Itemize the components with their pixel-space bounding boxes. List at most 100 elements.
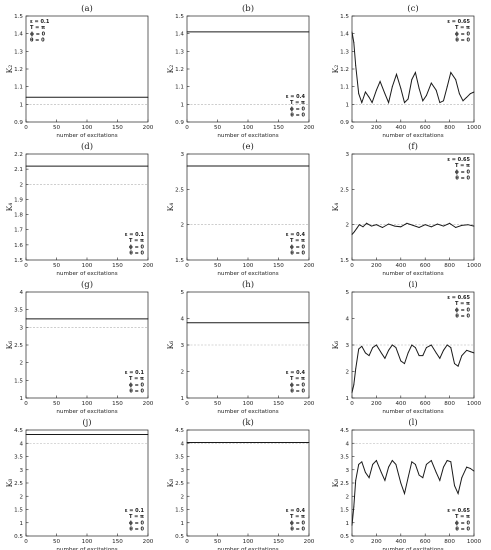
x-tick-label: 0 [350, 263, 354, 269]
y-tick-label: 1 [19, 521, 23, 527]
data-point [422, 477, 424, 479]
y-axis-label: K₆ [166, 341, 175, 350]
data-point [461, 477, 463, 479]
data-point [147, 318, 149, 320]
legend-entry: T = π [290, 238, 305, 244]
data-point [411, 79, 413, 81]
chart-panel-f: (f) 1.5 2 2.5 3 0 200 400 600 800 1000 number of ex… [331, 141, 482, 277]
y-tick-label: 1.2 [175, 67, 184, 73]
data-point [355, 368, 357, 370]
data-point [353, 384, 355, 386]
data-point [473, 470, 475, 472]
legend-entry: T = π [30, 25, 45, 31]
x-tick-label: 100 [82, 263, 93, 269]
data-point [425, 464, 427, 465]
data-point [391, 86, 393, 88]
data-point [454, 363, 455, 364]
legend-entry: T = π [455, 25, 470, 31]
x-tick-label: 400 [395, 539, 406, 545]
x-tick-label: 200 [304, 125, 315, 131]
data-point [425, 347, 427, 349]
data-series-line [351, 459, 475, 526]
x-axis-label: number of excitations [382, 133, 443, 139]
y-tick-label: 5 [345, 290, 349, 296]
data-point [407, 352, 409, 354]
legend-entry: T = π [129, 514, 144, 520]
x-axis-label: number of excitations [382, 271, 443, 277]
y-tick-label: 2 [345, 370, 349, 376]
data-point [186, 165, 188, 167]
data-point [457, 493, 459, 495]
data-point [395, 464, 397, 465]
data-point [443, 349, 444, 351]
data-point [391, 460, 393, 461]
legend-entry: ϕ = 0 [455, 31, 471, 37]
y-tick-label: 1.4 [340, 32, 349, 38]
x-tick-label: 100 [243, 125, 254, 131]
legend-entry: ϕ = 0 [455, 169, 471, 175]
legend-entry: θ = 0 [129, 389, 144, 395]
y-tick-label: 1.5 [14, 14, 23, 20]
x-tick-label: 0 [350, 125, 354, 131]
data-point [361, 345, 363, 347]
x-tick-label: 100 [82, 125, 93, 131]
y-tick-label: 4.5 [175, 428, 184, 434]
data-point [358, 464, 360, 465]
legend-entry: T = π [455, 163, 470, 169]
data-point [391, 344, 393, 346]
plot-frame [25, 429, 149, 537]
y-axis-label: K₄ [331, 203, 340, 212]
legend-entry: ε = 0.65 [447, 19, 470, 25]
y-tick-label: 1 [180, 396, 184, 402]
y-tick-label: 1 [19, 102, 23, 108]
legend-entry: ϕ = 0 [30, 31, 46, 37]
x-tick-label: 1000 [467, 125, 482, 131]
data-point [362, 226, 364, 228]
data-point [436, 223, 438, 225]
data-point [407, 477, 409, 479]
data-point [411, 461, 413, 463]
data-point [466, 349, 468, 351]
legend-entry: ϕ = 0 [290, 382, 306, 388]
y-tick-label: 2 [180, 370, 184, 376]
data-point [356, 227, 358, 229]
x-tick-label: 50 [53, 401, 61, 407]
data-point [430, 226, 432, 228]
legend-entry: θ = 0 [129, 251, 144, 257]
data-point [443, 100, 444, 102]
legend-entry: θ = 0 [290, 527, 305, 533]
y-tick-label: 1.5 [175, 508, 184, 514]
data-point [395, 347, 397, 349]
legend-entry: ϕ = 0 [290, 244, 306, 250]
data-point [414, 72, 416, 73]
legend-entry: ε = 0.65 [447, 508, 470, 514]
data-point [425, 95, 427, 96]
y-axis-label: K₄ [5, 203, 14, 212]
data-point [353, 42, 355, 43]
x-tick-label: 0 [350, 401, 354, 407]
x-tick-label: 600 [420, 125, 431, 131]
data-point [396, 73, 397, 75]
data-point [375, 89, 377, 91]
x-tick-label: 150 [112, 263, 123, 269]
data-point [372, 347, 374, 349]
data-point [382, 227, 383, 228]
legend-entry: θ = 0 [455, 176, 470, 182]
x-tick-label: 600 [420, 263, 431, 269]
data-point [379, 80, 381, 82]
x-tick-label: 50 [53, 263, 61, 269]
data-point [366, 222, 368, 224]
y-tick-label: 1.1 [340, 85, 349, 91]
y-tick-label: 3 [19, 468, 23, 474]
y-tick-label: 1.1 [14, 85, 23, 91]
legend-entry: θ = 0 [129, 527, 144, 533]
data-point [473, 352, 475, 354]
data-point [457, 365, 459, 367]
x-tick-label: 200 [371, 125, 382, 131]
y-tick-label: 3 [180, 152, 184, 158]
x-tick-label: 1000 [467, 401, 482, 407]
legend-entry: ϕ = 0 [455, 307, 471, 313]
data-point [186, 322, 188, 324]
panel-label: (b) [242, 3, 254, 14]
data-point [380, 352, 382, 354]
